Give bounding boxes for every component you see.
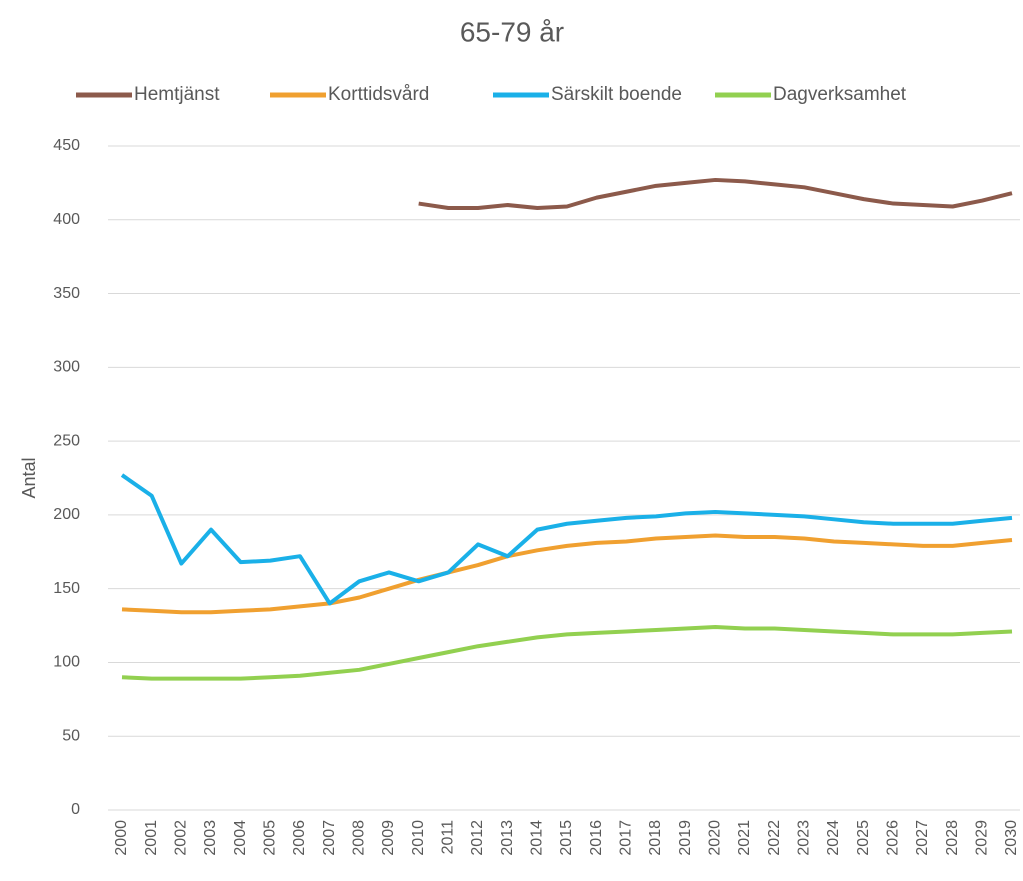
x-tick-label: 2019 <box>677 820 694 856</box>
x-tick-label: 2023 <box>796 820 813 856</box>
x-tick-label: 2002 <box>173 820 190 856</box>
y-tick-label: 350 <box>53 285 80 302</box>
y-tick-label: 0 <box>71 801 80 818</box>
x-tick-label: 2000 <box>113 820 130 856</box>
x-tick-label: 2003 <box>202 820 219 856</box>
series-line <box>418 177 1013 210</box>
x-tick-label: 2001 <box>143 820 160 856</box>
x-tick-label: 2029 <box>974 820 991 856</box>
x-tick-label: 2012 <box>469 820 486 856</box>
chart-title: 65-79 år <box>460 16 564 47</box>
x-tick-label: 2005 <box>262 820 279 856</box>
x-tick-label: 2008 <box>351 820 368 856</box>
y-tick-label: 150 <box>53 580 80 597</box>
x-tick-label: 2021 <box>736 820 753 856</box>
legend-label: Dagverksamhet <box>773 84 907 105</box>
legend-label: Särskilt boende <box>551 84 682 105</box>
x-tick-label: 2026 <box>885 820 902 856</box>
y-tick-label: 450 <box>53 137 80 154</box>
y-axis-label: Antal <box>19 457 39 498</box>
x-tick-label: 2014 <box>529 820 546 856</box>
x-tick-label: 2017 <box>618 820 635 856</box>
x-tick-label: 2016 <box>588 820 605 856</box>
x-tick-label: 2004 <box>232 820 249 856</box>
y-tick-label: 50 <box>62 727 80 744</box>
legend-label: Korttidsvård <box>328 84 429 105</box>
y-tick-label: 200 <box>53 506 80 523</box>
x-tick-label: 2009 <box>380 820 397 856</box>
x-tick-label: 2025 <box>855 820 872 856</box>
x-tick-label: 2010 <box>410 820 427 856</box>
y-tick-label: 400 <box>53 211 80 228</box>
legend-label: Hemtjänst <box>134 84 220 105</box>
x-tick-label: 2006 <box>291 820 308 856</box>
series-line <box>121 625 1013 681</box>
x-tick-label: 2018 <box>647 820 664 856</box>
y-tick-label: 300 <box>53 359 80 376</box>
x-tick-label: 2007 <box>321 820 338 856</box>
series-line <box>120 473 1013 606</box>
x-tick-label: 2030 <box>1003 820 1020 856</box>
x-tick-label: 2013 <box>499 820 516 856</box>
x-tick-label: 2015 <box>558 820 575 856</box>
x-tick-label: 2028 <box>944 820 961 856</box>
x-tick-label: 2022 <box>766 820 783 856</box>
x-tick-label: 2020 <box>707 820 724 856</box>
y-tick-label: 250 <box>53 432 80 449</box>
x-tick-label: 2024 <box>825 820 842 856</box>
x-tick-label: 2027 <box>914 820 931 856</box>
x-tick-label: 2011 <box>440 820 457 855</box>
y-tick-label: 100 <box>53 654 80 671</box>
series-line <box>121 533 1013 615</box>
